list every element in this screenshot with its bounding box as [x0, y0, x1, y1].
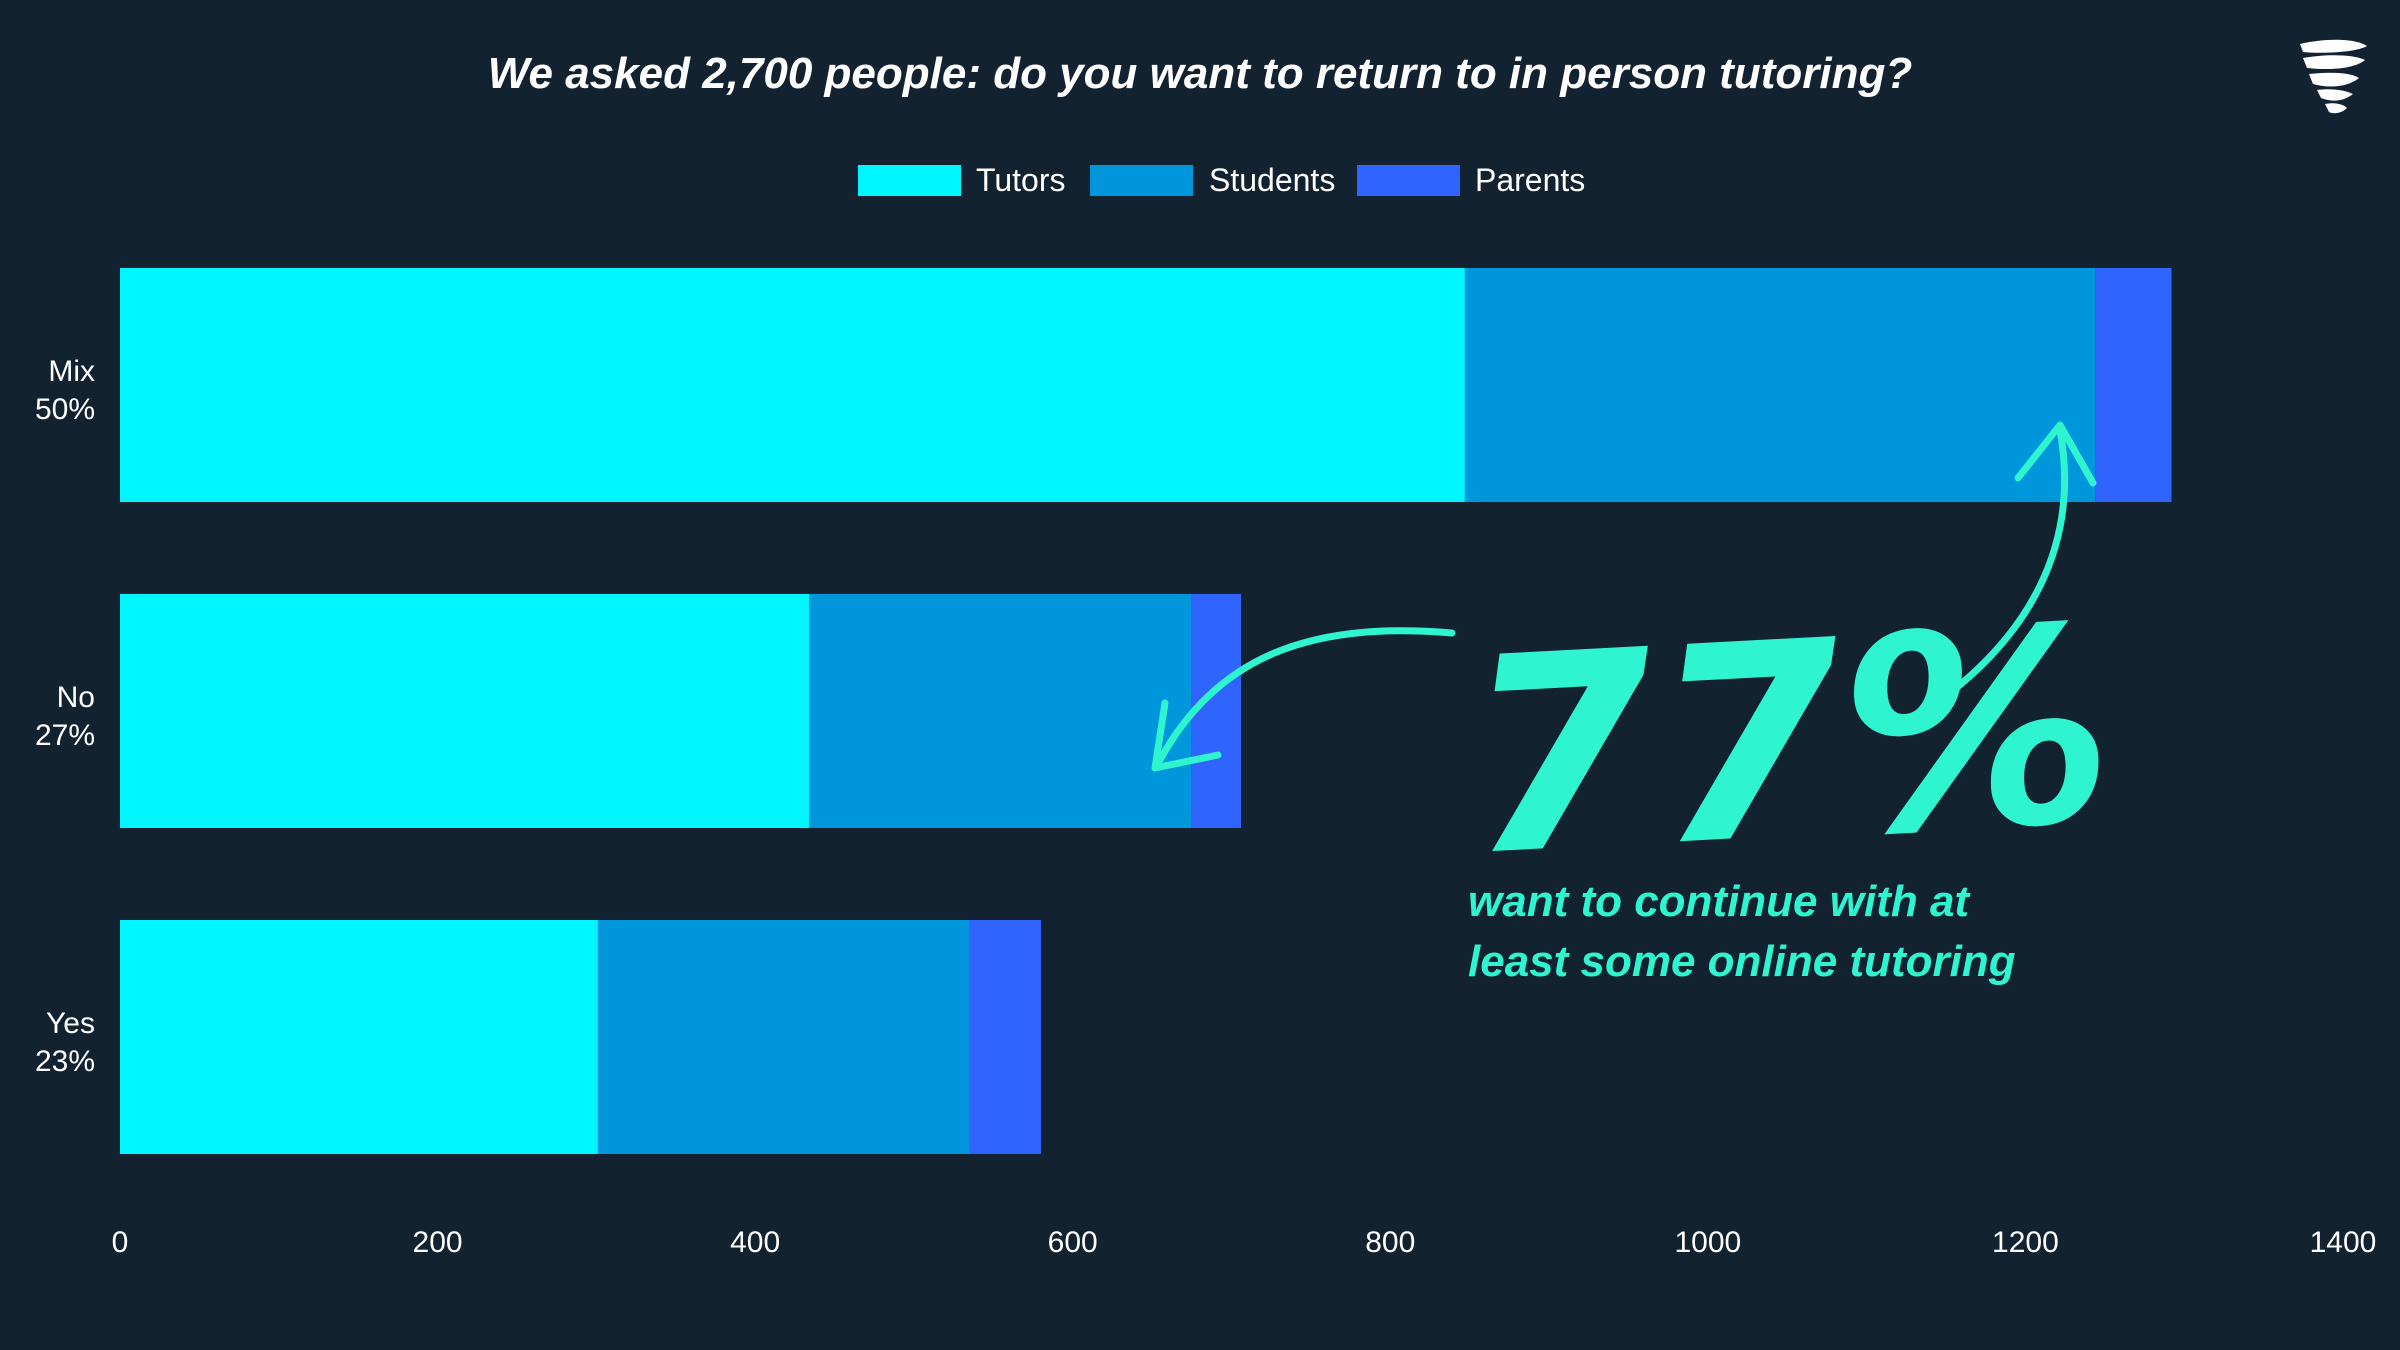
arrow-to-mix-bar	[1911, 426, 2069, 722]
x-tick-1400: 1400	[2310, 1226, 2377, 1259]
x-tick-600: 600	[1048, 1226, 1098, 1259]
category-label-no: No	[57, 681, 95, 714]
annotation-sub-line-2: least some online tutoring	[1468, 937, 2016, 986]
legend: Tutors Students Parents	[858, 162, 1585, 198]
category-labels: Mix 50% No 27% Yes 23%	[35, 355, 95, 1078]
legend-swatch-parents	[1357, 165, 1460, 196]
bar-yes-parents	[969, 920, 1041, 1154]
tornado-logo-icon	[2300, 39, 2367, 114]
legend-label-students: Students	[1209, 162, 1335, 198]
arrow-to-no-bar	[1156, 627, 1456, 764]
legend-label-tutors: Tutors	[976, 162, 1066, 198]
bars-group	[120, 268, 2172, 1154]
x-axis-ticks: 0 200 400 600 800 1000 1200 1400	[112, 1226, 2377, 1259]
bar-no-tutors	[120, 594, 810, 828]
x-tick-1000: 1000	[1674, 1226, 1741, 1259]
bar-mix-students	[1464, 268, 2096, 502]
x-tick-800: 800	[1365, 1226, 1415, 1259]
bar-yes-students	[597, 920, 970, 1154]
category-label-yes: Yes	[46, 1007, 95, 1040]
legend-label-parents: Parents	[1475, 162, 1585, 198]
x-tick-0: 0	[112, 1226, 129, 1259]
x-tick-400: 400	[730, 1226, 780, 1259]
category-label-mix: Mix	[48, 355, 95, 388]
bar-mix-parents	[2095, 268, 2172, 502]
category-percent-no: 27%	[35, 719, 95, 752]
annotation-arrows	[1151, 421, 2097, 772]
category-percent-mix: 50%	[35, 393, 95, 426]
category-percent-yes: 23%	[35, 1045, 95, 1078]
chart-title: We asked 2,700 people: do you want to re…	[488, 49, 1912, 98]
arrow-to-no-bar-head	[1151, 699, 1222, 772]
legend-swatch-students	[1090, 165, 1193, 196]
bar-no-parents	[1191, 594, 1242, 828]
bar-mix-tutors	[120, 268, 1465, 502]
bar-no-students	[809, 594, 1192, 828]
annotation-sub-line-1: want to continue with at	[1468, 877, 1971, 926]
bar-yes-tutors	[120, 920, 598, 1154]
annotation-big-number: 77%	[1458, 568, 2120, 916]
arrow-to-mix-bar-head	[2014, 421, 2097, 487]
legend-swatch-tutors	[858, 165, 961, 196]
x-tick-200: 200	[413, 1226, 463, 1259]
x-tick-1200: 1200	[1992, 1226, 2059, 1259]
